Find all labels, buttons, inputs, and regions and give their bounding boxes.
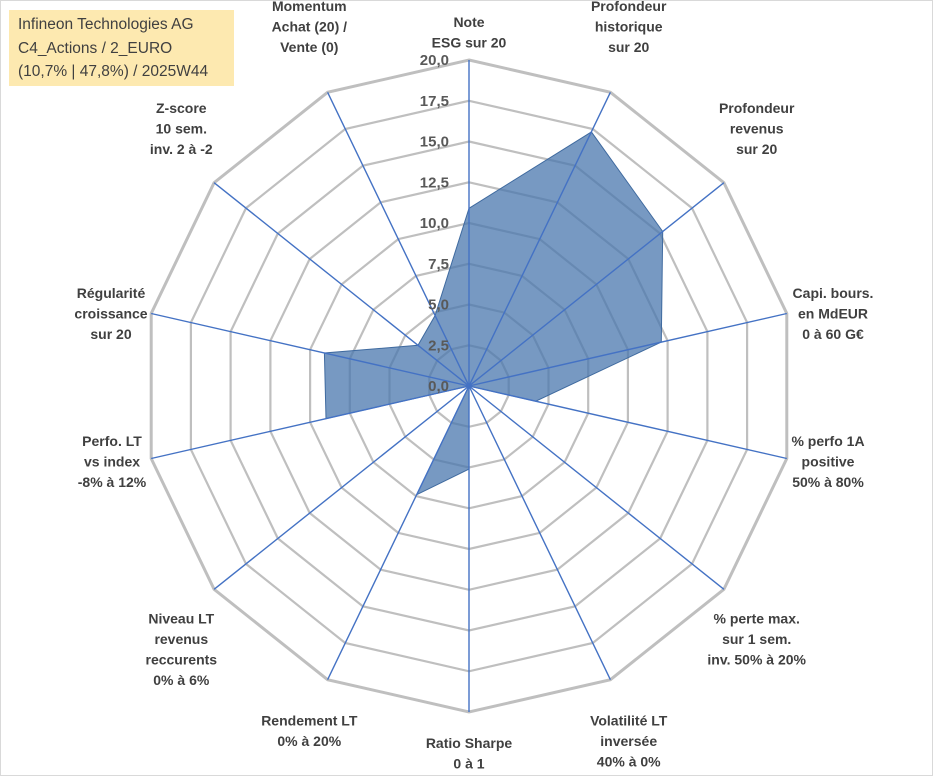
axis-label: Volatilité LT [590,713,668,729]
axis-label: Régularité [77,285,146,301]
axis-spoke [151,385,470,460]
axis-label: Momentum [272,0,347,14]
axis-label: revenus [730,121,784,137]
axis-label: historique [595,18,663,34]
axis-label: Vente (0) [280,39,338,55]
axis-spoke [468,385,725,590]
axis-label: -8% à 12% [78,474,147,490]
spoke-layer [151,60,787,712]
series-area [323,131,664,496]
tick-label: 15,0 [420,134,449,151]
axis-label: 40% à 0% [597,754,661,770]
axis-spoke [326,91,470,387]
axis-label: sur 20 [90,326,131,342]
tick-label: 10,0 [420,215,449,232]
axis-spoke [468,91,612,387]
axis-label: % perfo 1A [791,433,864,449]
score-period: (10,7% | 47,8%) / 2025W44 [18,63,209,80]
axis-spoke [213,385,470,590]
axis-label: 50% à 80% [792,474,864,490]
series-layer [323,131,664,496]
tick-label: 20,0 [420,52,449,69]
axis-label: Capi. bours. [793,285,874,301]
tick-labels: 0,0 2,5 5,0 7,5 10,0 12,5 15,0 17,5 20,0 [420,52,449,395]
tick-label: 7,5 [428,256,449,273]
axis-label: en MdEUR [798,306,868,322]
axis-label: positive [802,454,855,470]
axis-label: Achat (20) / [272,18,348,34]
axis-spoke [468,312,787,387]
axis-label: inv. 2 à -2 [150,141,213,157]
axis-label: Perfo. LT [82,433,142,449]
axis-spoke [326,385,470,681]
company-name: Infineon Technologies AG [18,16,194,33]
axis-label: Z-score [156,100,207,116]
tick-label: 17,5 [420,93,449,110]
axis-spoke [151,312,470,387]
axis-label: Note [453,14,484,30]
axis-label: vs index [84,454,140,470]
title-box: Infineon Technologies AG C4_Actions / 2_… [9,10,234,86]
axis-label: sur 20 [608,39,649,55]
axis-label: Profondeur [591,0,667,14]
axis-spoke [213,182,470,387]
axis-label: 0% à 6% [153,672,210,688]
category-labels: Note ESG sur 20 Profondeur historique sur 20… [74,0,874,772]
axis-label: revenus [154,631,208,647]
axis-spoke [468,182,725,387]
axis-spoke [468,385,612,681]
tick-label: 2,5 [428,337,449,354]
axis-label: Rendement LT [261,713,358,729]
axis-label: 0 à 60 G€ [802,326,864,342]
axis-label: 0% à 20% [277,733,341,749]
axis-label: % perte max. [714,610,800,626]
axis-label: ESG sur 20 [432,35,507,51]
axis-label: Profondeur [719,100,795,116]
axis-label: Niveau LT [148,610,214,626]
tick-label: 0,0 [428,378,449,395]
axis-label: 10 sem. [156,121,207,137]
portfolio-category: C4_Actions / 2_EURO [18,39,173,57]
axis-label: sur 1 sem. [722,631,791,647]
axis-label: sur 20 [736,141,777,157]
axis-label: reccurents [146,651,218,667]
axis-spoke [468,385,787,460]
axis-label: inv. 50% à 20% [707,651,806,667]
tick-label: 12,5 [420,174,449,191]
axis-label: croissance [74,306,147,322]
axis-label: inversée [600,733,657,749]
axis-label: 0 à 1 [453,756,484,772]
tick-label: 5,0 [428,297,449,314]
axis-label: Ratio Sharpe [426,735,513,751]
